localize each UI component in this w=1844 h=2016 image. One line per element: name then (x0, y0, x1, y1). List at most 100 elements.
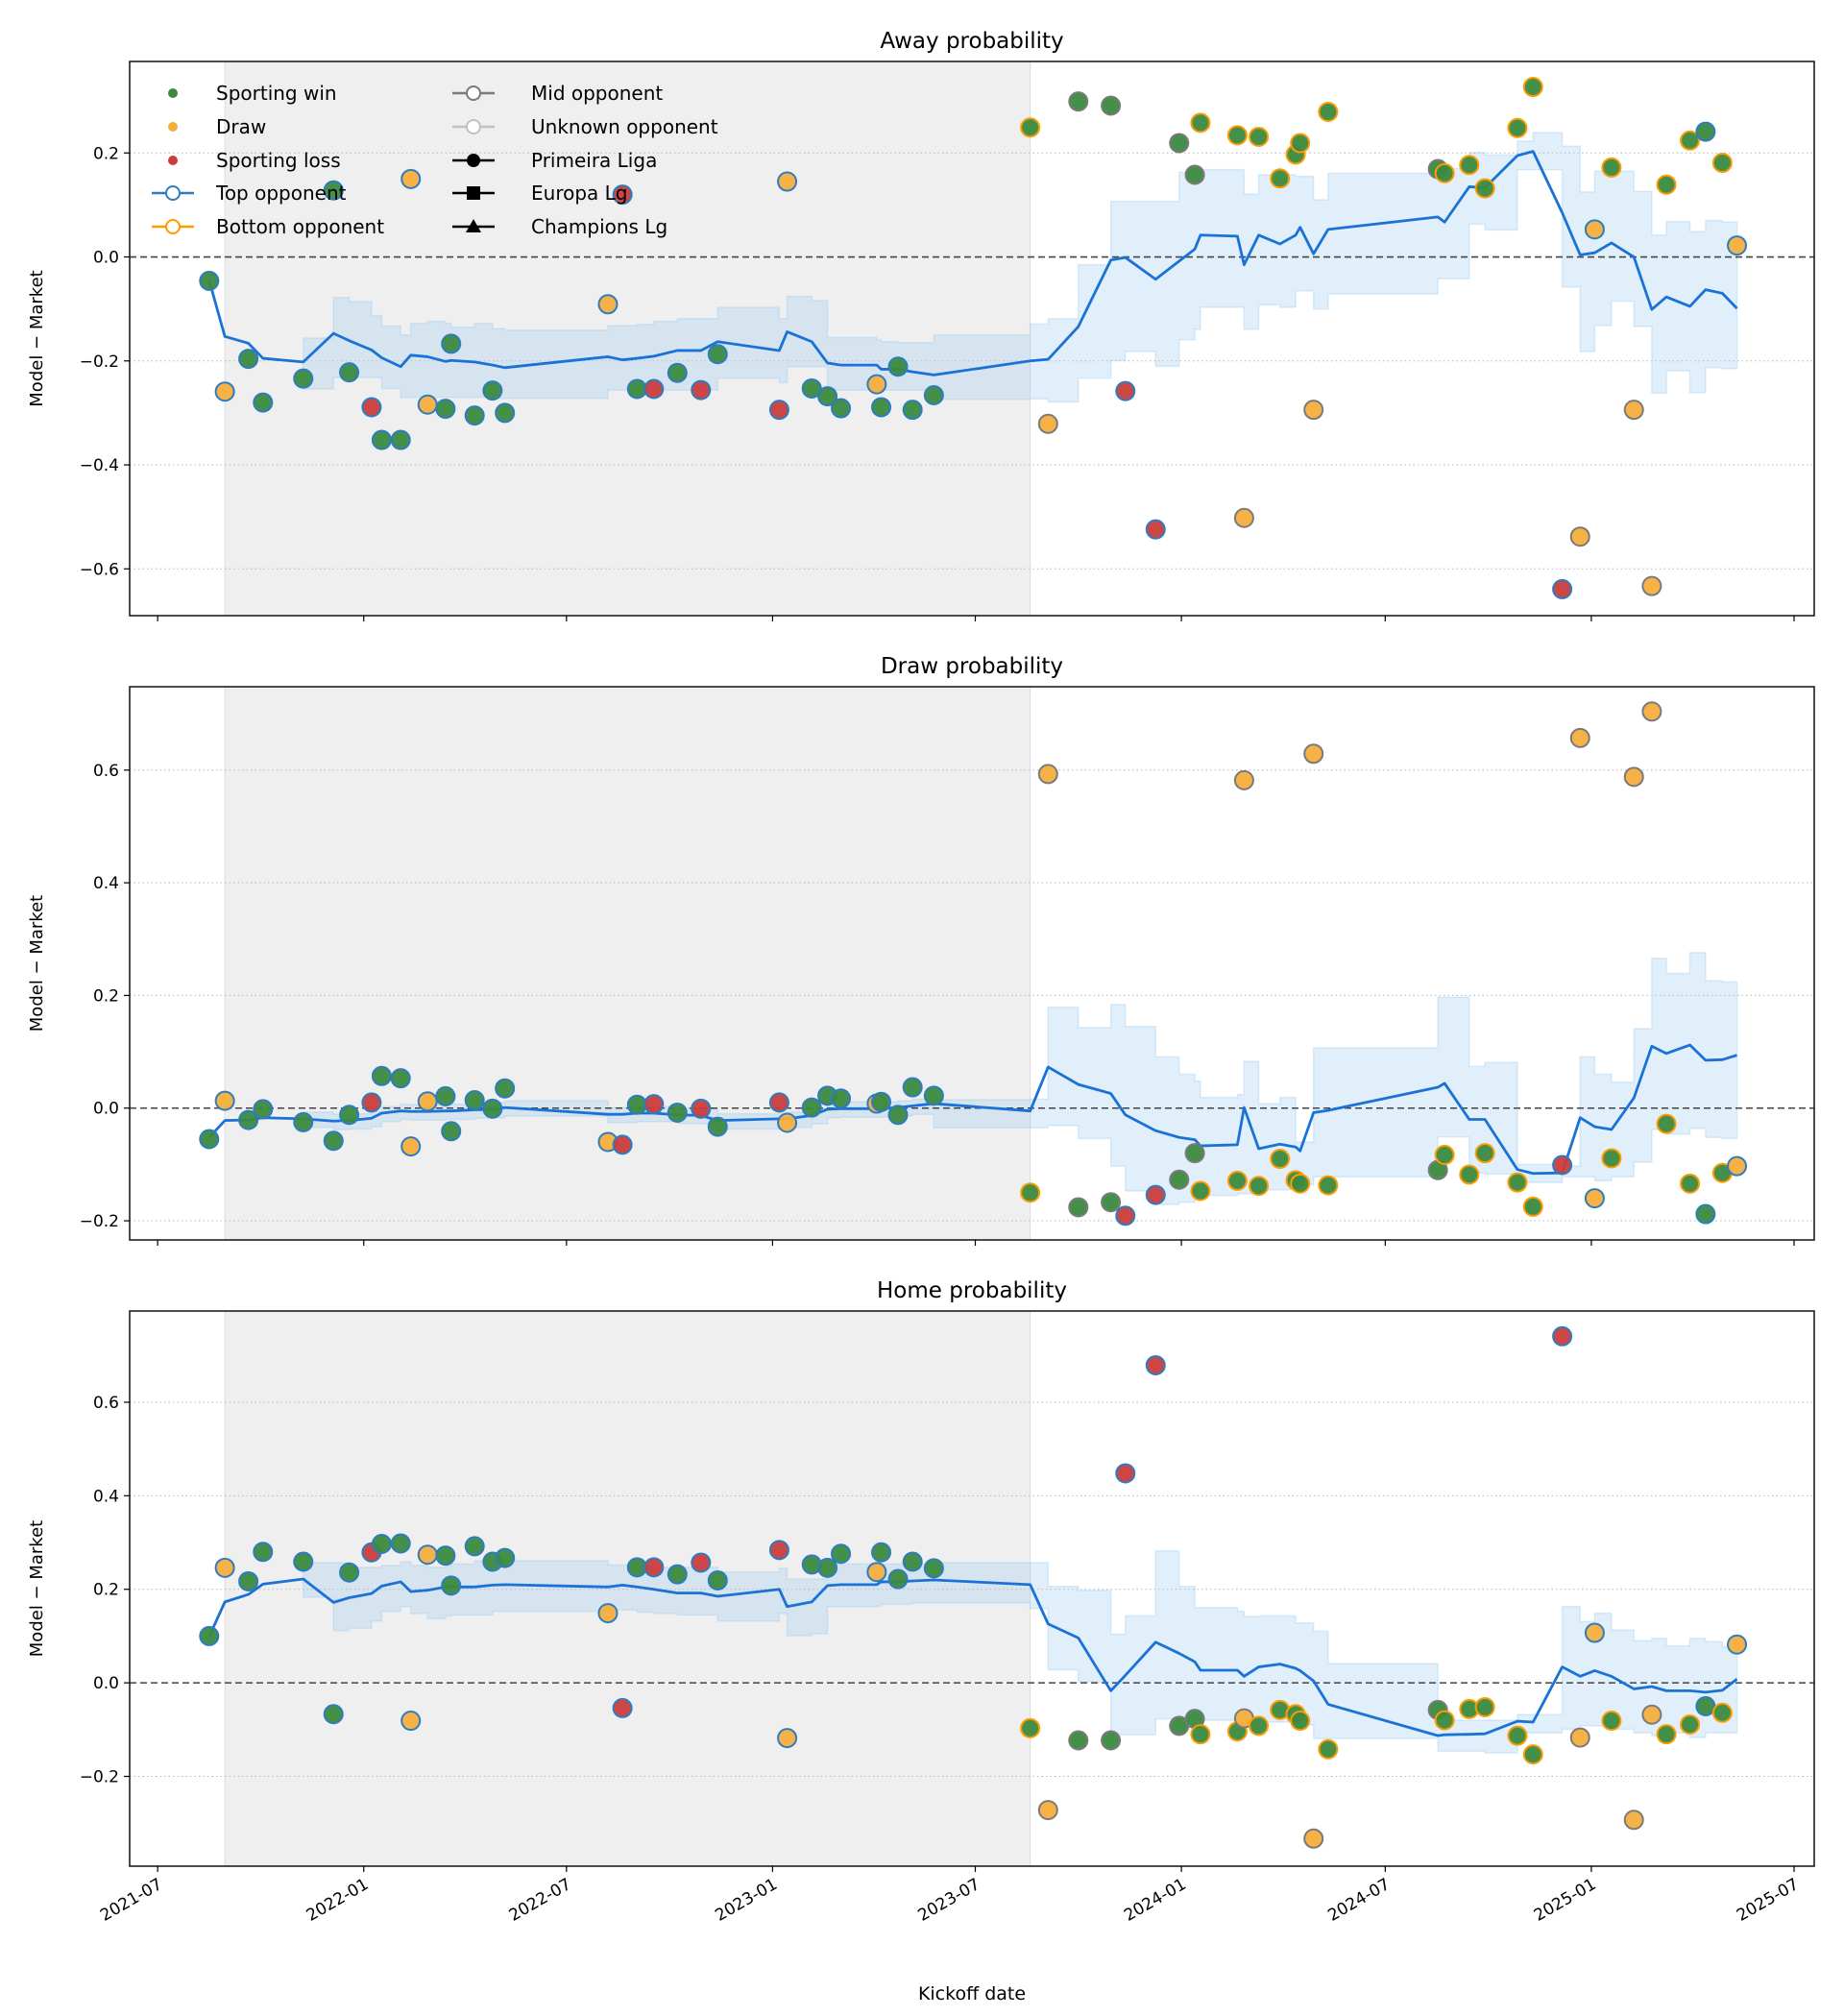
match-point (612, 1697, 633, 1718)
y-tick-label: −0.2 (80, 352, 119, 372)
match-point (923, 1558, 944, 1579)
match-point (1037, 764, 1058, 785)
match-point (417, 1544, 438, 1566)
match-point (1249, 126, 1270, 147)
match-point (597, 1603, 619, 1624)
legend-label: Sporting win (216, 82, 337, 105)
match-point (293, 1111, 314, 1132)
match-point (417, 1091, 438, 1112)
shaded-span (225, 61, 1031, 616)
y-axis-label: Model − Market (27, 895, 47, 1032)
match-point (831, 1088, 852, 1109)
match-point (1601, 1148, 1622, 1169)
y-tick-label: 0.0 (93, 1674, 119, 1693)
rolling-band (303, 1550, 1738, 1754)
match-point (495, 1547, 516, 1568)
match-point (612, 184, 633, 206)
match-point (707, 1569, 728, 1591)
match-point (768, 1540, 789, 1561)
match-point (1680, 130, 1701, 151)
match-point (902, 1551, 923, 1572)
match-point (323, 1130, 344, 1152)
match-point (1226, 125, 1248, 146)
match-point (1623, 766, 1644, 788)
match-point (1145, 519, 1166, 540)
match-point (1303, 1828, 1324, 1849)
match-point (1656, 174, 1677, 195)
legend-label: Bottom opponent (216, 215, 384, 238)
match-point (597, 294, 619, 315)
match-point (902, 400, 923, 421)
match-point (441, 333, 462, 354)
legend-item: Champions Lg (452, 215, 667, 238)
x-tick-label: 2022-01 (303, 1875, 373, 1926)
match-point (691, 1098, 712, 1119)
match-point (1115, 1205, 1136, 1227)
match-point (323, 1704, 344, 1725)
match-point (1727, 1155, 1748, 1177)
match-point (831, 1543, 852, 1565)
match-point (495, 402, 516, 424)
match-point (390, 1068, 411, 1089)
match-point (1290, 1711, 1311, 1732)
match-point (1434, 1710, 1455, 1731)
match-point (1434, 1144, 1455, 1165)
match-point (801, 1097, 822, 1118)
match-point (214, 1090, 235, 1111)
match-point (626, 1094, 647, 1115)
match-point (199, 1129, 220, 1150)
match-point (1249, 1176, 1270, 1197)
y-axis-label: Model − Market (27, 1520, 47, 1657)
x-tick-label: 2023-07 (914, 1875, 983, 1926)
match-point (1249, 1715, 1270, 1737)
match-point (339, 1562, 360, 1583)
match-point (667, 1564, 688, 1585)
legend-label: Unknown opponent (531, 115, 718, 138)
match-point (1290, 133, 1311, 154)
x-tick-label: 2024-01 (1121, 1875, 1190, 1926)
match-point (831, 398, 852, 419)
match-point (1727, 235, 1748, 256)
match-point (371, 1533, 392, 1554)
match-point (464, 405, 485, 426)
match-point (417, 394, 438, 415)
match-point (612, 1134, 633, 1155)
match-point (214, 381, 235, 402)
axes-frame (129, 1310, 1815, 1867)
match-point (400, 1136, 422, 1157)
legend-item: Mid opponent (452, 82, 663, 105)
match-point (1270, 168, 1291, 189)
match-point (361, 397, 382, 418)
match-point (923, 1085, 944, 1106)
match-point (390, 429, 411, 450)
legend-dot-icon (168, 156, 178, 165)
match-point (253, 1542, 274, 1563)
match-point (400, 168, 422, 189)
legend-item: Europa Lg (452, 182, 627, 205)
match-point (371, 1065, 392, 1086)
match-point (1037, 1800, 1058, 1821)
match-point (400, 1711, 422, 1732)
match-point (817, 1557, 838, 1578)
match-point (777, 1112, 798, 1133)
y-tick-label: 0.2 (93, 1581, 119, 1600)
legend-label: Mid opponent (531, 82, 663, 105)
legend-label: Draw (216, 115, 266, 138)
panel-home: −0.2 0.0 0.2 0.4 0.6 2021-07 2022-01 2022-07 202… (27, 1278, 1815, 1926)
y-tick-label: 0.0 (93, 249, 119, 268)
axes-frame (129, 686, 1815, 1241)
match-point (482, 1098, 503, 1119)
match-point (801, 377, 822, 399)
match-point (768, 1092, 789, 1113)
match-point (707, 344, 728, 365)
match-point (707, 1116, 728, 1137)
legend-dot-icon (168, 88, 178, 98)
match-point (464, 1536, 485, 1557)
match-point (253, 1099, 274, 1120)
legend-item: Draw (168, 115, 266, 138)
match-point (1434, 162, 1455, 183)
legend-label: Sporting loss (216, 149, 341, 172)
match-point (238, 1109, 259, 1130)
match-point (1569, 727, 1590, 748)
legend-circle-icon (467, 154, 480, 167)
